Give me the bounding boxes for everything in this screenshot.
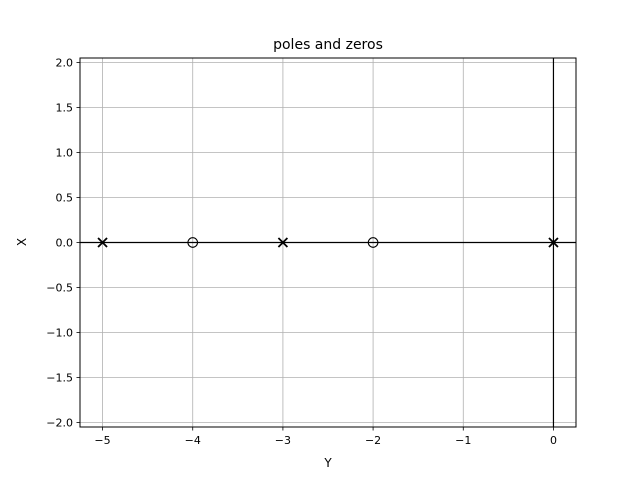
axis-ticks: −5 −4 −3 −2 −1 0 2.0 1.5 1.0 0.5 0.0 −0.5 −1.0 −1.5 −2… [46,57,557,448]
y-axis-label: X [15,238,29,246]
x-axis-label: Y [323,456,332,470]
y-tick-label: −1.0 [46,327,73,340]
pole-marker [97,237,108,248]
x-tick-label: −4 [185,434,201,447]
zero-marker [187,237,199,248]
x-tick-label: −2 [365,434,381,447]
y-tick-label: 0.0 [56,237,74,250]
pole-marker [548,237,559,248]
y-tick-label: −1.5 [46,372,73,385]
pole-marker-stroke [548,237,559,248]
y-tick-label: 2.0 [56,57,74,70]
chart-title: poles and zeros [273,37,383,53]
y-tick-label: 0.5 [56,192,74,205]
y-tick-label: −0.5 [46,282,73,295]
pole-marker [277,237,289,248]
pole-marker-stroke [277,237,289,248]
pole-marker-stroke [97,237,108,248]
zero-marker [367,237,379,248]
y-tick-label: −2.0 [46,417,73,430]
x-tick-label: −3 [275,434,291,447]
y-tick-label: 1.0 [56,147,74,160]
y-tick-label: 1.5 [56,102,74,115]
x-tick-label: −5 [94,434,110,447]
x-tick-label: 0 [550,434,557,447]
x-tick-label: −1 [455,434,471,447]
data-marks [97,237,559,248]
